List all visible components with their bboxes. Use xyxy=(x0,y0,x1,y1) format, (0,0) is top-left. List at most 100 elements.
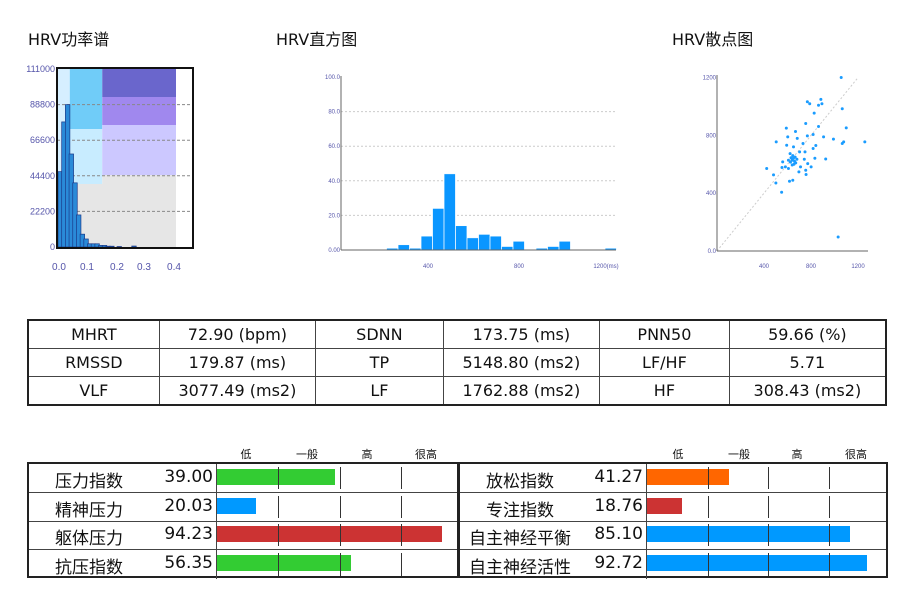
x-tick-label: 1200(ms) xyxy=(593,264,618,270)
index-row: 躯体压力 94.23 xyxy=(29,521,457,550)
metric-label: SDNN xyxy=(315,319,444,349)
index-bar-fill xyxy=(647,526,851,542)
metric-value: 59.66 (%) xyxy=(728,319,887,349)
scatter-point xyxy=(804,168,808,172)
index-label: 压力指数 xyxy=(55,472,123,492)
scatter-point xyxy=(791,178,795,182)
scatter-point xyxy=(795,136,799,140)
index-value: 18.76 xyxy=(594,495,643,516)
scatter-point xyxy=(803,150,807,154)
lf-band-low xyxy=(69,129,103,184)
scale-divider xyxy=(707,467,709,489)
scatter-point xyxy=(817,124,821,128)
scatter-point xyxy=(805,100,809,104)
metric-label: RMSSD xyxy=(27,348,160,377)
index-bar-track xyxy=(646,549,889,579)
scatter-point xyxy=(822,135,826,139)
scale-divider xyxy=(707,524,709,546)
index-bar-track xyxy=(646,521,889,549)
x-tick-label: 0.1 xyxy=(80,262,94,273)
metric-label: VLF xyxy=(27,376,160,406)
index-value: 94.23 xyxy=(164,524,213,544)
index-label: 放松指数 xyxy=(486,472,554,492)
scale-divider xyxy=(707,552,709,576)
scatter-point xyxy=(774,181,778,185)
scale-divider xyxy=(278,495,280,518)
index-value: 85.10 xyxy=(594,524,643,544)
index-bar-fill xyxy=(647,554,868,571)
scatter-point xyxy=(786,135,790,139)
scatter-point xyxy=(801,141,805,145)
scatter-point xyxy=(831,137,835,141)
spectrum-bar xyxy=(109,245,115,248)
scatter-point xyxy=(765,166,769,170)
index-value: 41.27 xyxy=(594,467,643,487)
scale-divider xyxy=(400,495,402,518)
scatter-point xyxy=(772,173,776,177)
histogram-bar xyxy=(432,208,445,251)
metrics-row: MHRT 72.90 (bpm) SDNN 173.75 (ms) PNN50 59.66… xyxy=(27,319,887,349)
y-tick-label: 66600 xyxy=(30,135,55,145)
scatter-point xyxy=(804,173,808,177)
histogram-bar xyxy=(558,241,571,251)
scatter-point xyxy=(780,190,784,194)
scale-label: 很高 xyxy=(845,448,867,461)
index-row: 自主神经平衡 85.10 xyxy=(460,521,886,550)
scale-divider xyxy=(768,495,769,518)
scatter-point xyxy=(813,156,817,160)
scatter-point xyxy=(798,150,802,154)
index-row: 专注指数 18.76 xyxy=(460,492,889,522)
scale-divider xyxy=(768,467,769,489)
scatter-point xyxy=(793,129,797,133)
y-tick-label: 1200 xyxy=(703,76,717,82)
scale-divider xyxy=(768,552,769,576)
metrics-row: VLF 3077.49 (ms2) LF 1762.88 (ms2) HF 308.43 … xyxy=(27,376,887,406)
x-tick-label: 0.0 xyxy=(52,262,66,273)
histogram-bar xyxy=(397,244,410,251)
index-bar-fill xyxy=(217,526,443,542)
x-tick-label: 0.3 xyxy=(137,262,151,273)
scatter-title: HRV散点图 xyxy=(672,30,754,49)
scale-label: 高 xyxy=(791,448,803,461)
scatter-point xyxy=(805,134,809,138)
plot-frame xyxy=(56,67,194,249)
scale-divider xyxy=(828,552,830,576)
identity-line xyxy=(716,77,859,252)
metric-value: 5.71 xyxy=(728,348,887,377)
scale-divider xyxy=(400,524,402,546)
index-label: 自主神经平衡 xyxy=(469,529,571,549)
scatter-point xyxy=(795,157,799,161)
scatter-point xyxy=(811,147,815,151)
histogram-bar xyxy=(501,246,514,251)
metric-label: PNN50 xyxy=(599,319,730,349)
index-value: 39.00 xyxy=(164,467,213,487)
scatter-point xyxy=(824,157,828,161)
scale-divider xyxy=(828,524,830,546)
metrics-row: RMSSD 179.87 (ms) TP 5148.80 (ms2) LF/HF 5.71 xyxy=(27,348,887,377)
metric-label: LF xyxy=(315,376,444,406)
index-bar-track xyxy=(646,492,889,521)
scatter-point xyxy=(809,165,813,169)
scale-divider xyxy=(707,495,709,518)
index-row: 压力指数 39.00 xyxy=(29,464,457,493)
scatter-point xyxy=(787,179,791,183)
scatter-point xyxy=(840,107,844,111)
scatter-point xyxy=(812,111,816,115)
y-tick-label: 80.0 xyxy=(328,110,340,116)
x-tick-label: 400 xyxy=(423,264,434,270)
index-value: 20.03 xyxy=(164,495,213,516)
metric-value: 5148.80 (ms2) xyxy=(442,348,601,377)
index-row: 精神压力 20.03 xyxy=(29,492,457,522)
scatter-point xyxy=(802,157,806,161)
histogram-bar xyxy=(478,234,491,251)
scale-divider xyxy=(339,552,341,576)
index-label: 精神压力 xyxy=(55,500,123,521)
histogram-bar xyxy=(466,237,479,251)
scatter-point xyxy=(793,155,797,159)
x-tick-label: 0.4 xyxy=(167,262,181,273)
scatter-point xyxy=(820,102,824,106)
left-index-table: 压力指数 39.00 精神压力 20.03 躯体压力 94.23 抗压指数 56… xyxy=(27,462,459,579)
index-value: 92.72 xyxy=(594,552,643,573)
scatter-point xyxy=(817,103,821,107)
y-tick-label: 0.0 xyxy=(708,249,717,255)
